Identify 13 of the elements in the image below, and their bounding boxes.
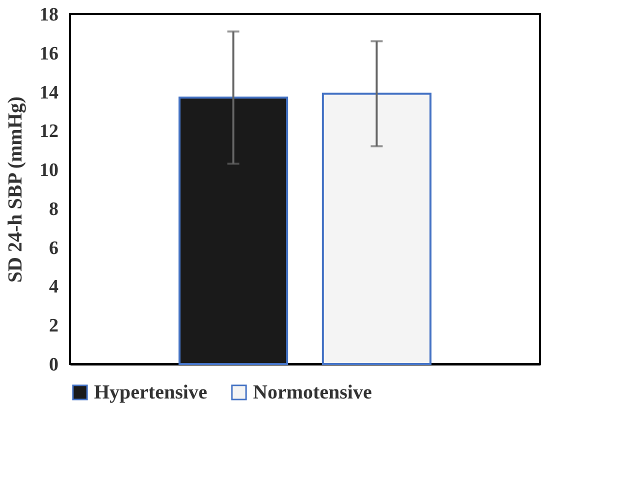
y-tick-label: 16 <box>40 43 58 64</box>
y-tick-label: 6 <box>49 238 58 259</box>
y-tick-label: 12 <box>40 121 58 142</box>
y-tick-label: 8 <box>49 198 58 220</box>
y-axis-title: SD 24-h SBP (mmHg) <box>4 96 26 283</box>
y-tick-label: 10 <box>40 160 58 182</box>
y-tick-label: 2 <box>49 316 58 337</box>
y-tick-label: 18 <box>40 4 58 26</box>
y-tick-label: 0 <box>49 354 58 376</box>
y-tick-label: 14 <box>40 82 59 104</box>
y-tick-label: 4 <box>49 276 59 298</box>
legend-label: Hypertensive <box>94 381 208 404</box>
legend-label: Normotensive <box>253 381 372 404</box>
